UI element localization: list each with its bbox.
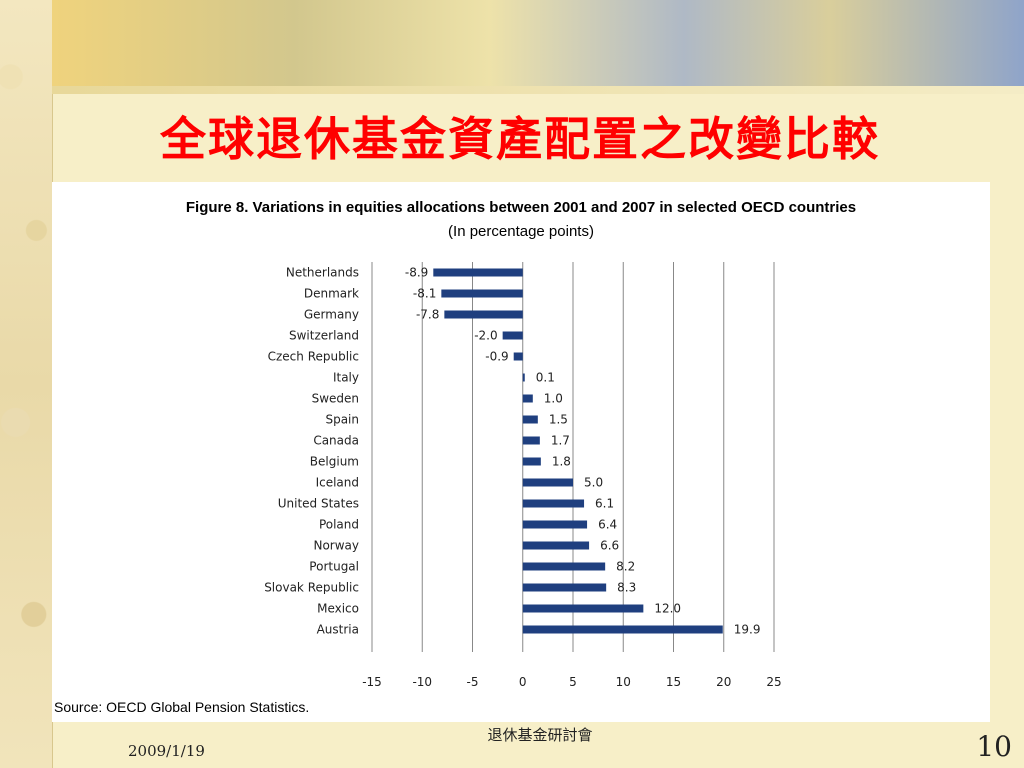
bar	[522, 541, 590, 550]
category-label: United States	[278, 497, 359, 511]
bar	[513, 352, 523, 361]
data-label: 1.5	[549, 413, 568, 427]
category-label: Austria	[317, 623, 359, 637]
data-label: -8.1	[413, 287, 436, 301]
page-number: 10	[976, 730, 1012, 763]
x-tick-label: -5	[467, 675, 479, 689]
data-label: 1.0	[544, 392, 563, 406]
data-label: 1.7	[551, 434, 570, 448]
chart-panel: Figure 8. Variations in equities allocat…	[52, 182, 990, 722]
data-label: -7.8	[416, 308, 439, 322]
footer-date: 2009/1/19	[128, 742, 205, 760]
chart-source: Source: OECD Global Pension Statistics.	[54, 699, 309, 715]
bar	[522, 436, 540, 445]
category-label: Norway	[313, 539, 359, 553]
data-label: 12.0	[654, 602, 681, 616]
equities-chart: Figure 8. Variations in equities allocat…	[54, 199, 856, 715]
category-label: Switzerland	[289, 329, 359, 343]
category-label: Sweden	[312, 392, 359, 406]
category-label: Denmark	[304, 287, 359, 301]
category-label: Belgium	[310, 455, 359, 469]
category-label: Spain	[325, 413, 359, 427]
category-label: Poland	[319, 518, 359, 532]
chart-title: Figure 8. Variations in equities allocat…	[186, 199, 856, 216]
data-label: 6.1	[595, 497, 614, 511]
x-tick-label: -10	[412, 675, 432, 689]
chart-labels: Netherlands -8.9 Denmark -8.1 Germany -7.8 Swi…	[264, 266, 760, 637]
x-tick-label: 20	[716, 675, 731, 689]
data-label: 8.2	[616, 560, 635, 574]
data-label: 1.8	[552, 455, 571, 469]
category-label: Italy	[333, 371, 359, 385]
category-label: Slovak Republic	[264, 581, 359, 595]
slide-top-banner	[52, 0, 1024, 86]
x-tick-label: 15	[666, 675, 681, 689]
data-label: -8.9	[405, 266, 428, 280]
bar	[522, 562, 606, 571]
x-tick-label: 25	[766, 675, 781, 689]
bar	[522, 604, 644, 613]
bar	[522, 625, 723, 634]
data-label: 6.6	[600, 539, 619, 553]
chart-x-axis: -15 -10 -5 0 5 10 15 20 25	[362, 675, 781, 689]
bar	[444, 310, 523, 319]
bar	[502, 331, 523, 340]
data-label: 0.1	[536, 371, 555, 385]
data-label: 6.4	[598, 518, 617, 532]
bar	[522, 394, 533, 403]
data-label: -0.9	[485, 350, 508, 364]
category-label: Portugal	[309, 560, 359, 574]
footer-seminar-title: 退休基金研討會	[487, 726, 593, 744]
category-label: Netherlands	[286, 266, 359, 280]
x-tick-label: -15	[362, 675, 382, 689]
bar	[522, 415, 538, 424]
data-label: 19.9	[734, 623, 761, 637]
bar	[522, 457, 541, 466]
bar	[522, 478, 573, 487]
x-tick-label: 5	[569, 675, 577, 689]
category-label: Iceland	[316, 476, 359, 490]
data-label: 8.3	[617, 581, 636, 595]
x-tick-label: 0	[519, 675, 527, 689]
bar	[522, 583, 607, 592]
category-label: Czech Republic	[268, 350, 359, 364]
chart-subtitle: (In percentage points)	[448, 223, 594, 240]
slide-top-band	[52, 86, 1024, 94]
bar	[433, 268, 523, 277]
x-tick-label: 10	[616, 675, 631, 689]
chart-bars	[433, 268, 723, 634]
data-label: 5.0	[584, 476, 603, 490]
bar	[522, 520, 588, 529]
slide-title: 全球退休基金資產配置之改變比較	[160, 112, 880, 166]
category-label: Mexico	[317, 602, 359, 616]
chart-gridlines	[371, 262, 775, 652]
bar	[441, 289, 523, 298]
bar	[522, 499, 585, 508]
category-label: Canada	[313, 434, 359, 448]
category-label: Germany	[304, 308, 359, 322]
bar	[522, 373, 525, 382]
slide-left-border	[0, 0, 53, 768]
data-label: -2.0	[474, 329, 497, 343]
